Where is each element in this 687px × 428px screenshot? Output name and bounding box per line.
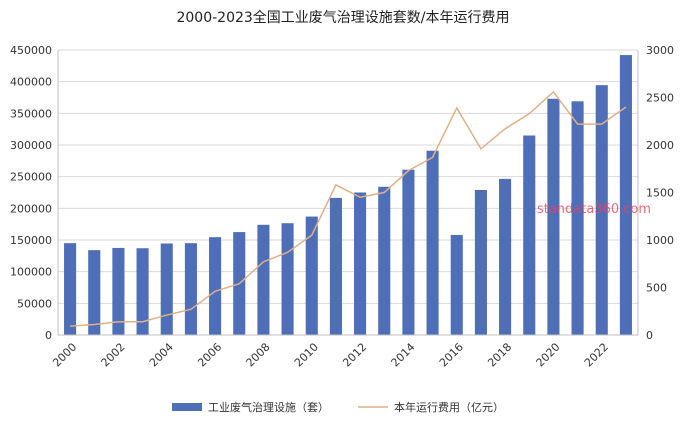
y-right-tick-label: 1000 xyxy=(646,234,674,247)
bar-2016 xyxy=(450,234,463,335)
x-tick-label: 2010 xyxy=(292,341,321,370)
chart-title: 2000-2023全国工业废气治理设施套数/本年运行费用 xyxy=(176,9,509,26)
x-tick-label: 2020 xyxy=(534,341,563,370)
bar-2021 xyxy=(571,101,584,335)
legend: 工业废气治理设施（套） 本年运行费用（亿元） xyxy=(172,400,504,414)
bar-2017 xyxy=(474,189,487,335)
bar-2009 xyxy=(281,223,294,335)
x-tick-label: 2002 xyxy=(99,341,128,370)
line-series xyxy=(70,90,627,327)
bar-2004 xyxy=(160,243,173,335)
x-tick-label: 2014 xyxy=(389,341,418,370)
bar-2022 xyxy=(595,85,608,336)
y-left-tick-label: 400000 xyxy=(10,76,52,89)
line-operating-cost xyxy=(70,90,627,327)
y-right-tick-label: 0 xyxy=(646,329,653,342)
legend-bar-swatch xyxy=(172,403,202,411)
bar-2008 xyxy=(257,224,270,335)
legend-line-label: 本年运行费用（亿元） xyxy=(394,400,504,414)
bar-2003 xyxy=(136,248,149,335)
y-right-tick-label: 1500 xyxy=(646,187,674,200)
x-tick-label: 2008 xyxy=(244,341,273,370)
gridlines xyxy=(58,49,638,336)
x-tick-label: 2004 xyxy=(147,341,176,370)
bar-2002 xyxy=(112,247,125,335)
y-left-tick-label: 50000 xyxy=(17,297,52,310)
y-left-tick-label: 350000 xyxy=(10,107,52,120)
legend-bar-label: 工业废气治理设施（套） xyxy=(208,400,329,414)
y-left-tick-label: 450000 xyxy=(10,44,52,57)
x-tick-label: 2016 xyxy=(437,341,466,370)
bar-2006 xyxy=(209,237,222,335)
bar-2005 xyxy=(184,243,197,335)
y-right-tick-label: 2000 xyxy=(646,139,674,152)
bar-2018 xyxy=(499,178,512,335)
bar-2013 xyxy=(378,186,391,335)
bar-2014 xyxy=(402,169,415,335)
y-left-tick-label: 200000 xyxy=(10,202,52,215)
bar-series xyxy=(64,55,632,336)
bar-2019 xyxy=(523,135,536,335)
y-left-tick-label: 0 xyxy=(45,329,52,342)
y-left-tick-label: 150000 xyxy=(10,234,52,247)
bar-2000 xyxy=(64,243,77,335)
watermark-text: standata360.com xyxy=(537,202,651,217)
bar-2015 xyxy=(426,150,439,335)
bar-2010 xyxy=(305,216,318,335)
bar-2011 xyxy=(329,197,342,335)
x-tick-label: 2012 xyxy=(340,341,369,370)
x-tick-label: 2000 xyxy=(50,341,79,370)
y-right-tick-label: 3000 xyxy=(646,44,674,57)
bar-2012 xyxy=(354,192,367,335)
y-right-tick-label: 2500 xyxy=(646,92,674,105)
y-right-tick-label: 500 xyxy=(646,282,667,295)
bar-2001 xyxy=(88,250,101,335)
y-left-tick-label: 250000 xyxy=(10,171,52,184)
bar-2023 xyxy=(619,55,632,336)
x-tick-label: 2022 xyxy=(582,341,611,370)
y-left-tick-label: 300000 xyxy=(10,139,52,152)
y-left-tick-label: 100000 xyxy=(10,266,52,279)
x-tick-label: 2006 xyxy=(195,341,224,370)
x-tick-label: 2018 xyxy=(485,341,514,370)
bar-2020 xyxy=(547,98,560,336)
